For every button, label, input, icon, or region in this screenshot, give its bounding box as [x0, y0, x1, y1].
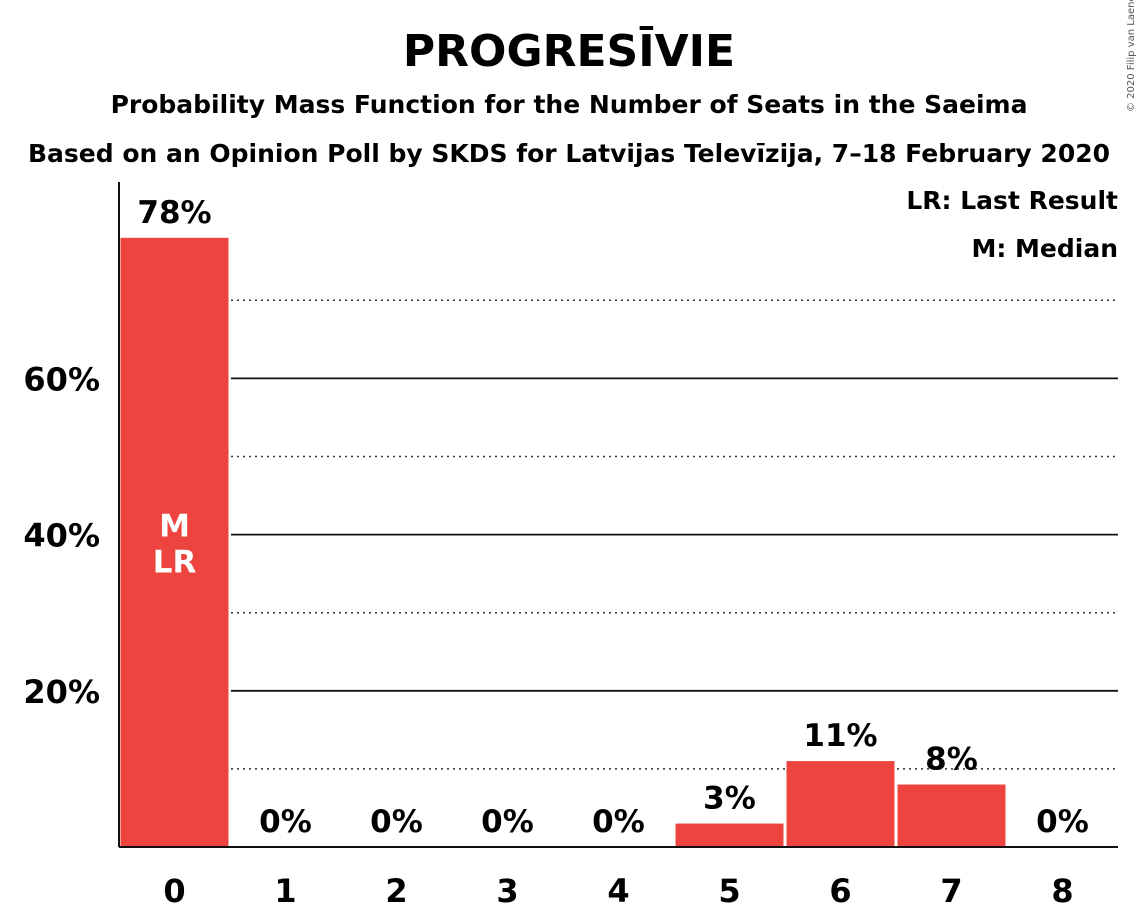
- x-tick-label: 5: [718, 872, 740, 910]
- bars: 78% MLR 0% 0% 0% 0% 3% 11% 8% 0%: [120, 195, 1089, 847]
- chart-title: PROGRESĪVIE: [403, 25, 735, 77]
- median-marker: M: [159, 508, 190, 544]
- x-tick-label: 8: [1051, 872, 1073, 910]
- bar-value-label: 0%: [259, 804, 312, 840]
- last-result-marker: LR: [153, 544, 197, 580]
- x-tick-label: 4: [607, 872, 629, 910]
- x-tick-label: 2: [385, 872, 407, 910]
- x-tick-label: 7: [940, 872, 962, 910]
- chart-subtitle-2: Based on an Opinion Poll by SKDS for Lat…: [28, 139, 1110, 168]
- chart-subtitle-1: Probability Mass Function for the Number…: [111, 90, 1028, 119]
- bar-7: [897, 784, 1006, 847]
- y-tick-label: 40%: [23, 517, 100, 555]
- bar-value-label: 0%: [481, 804, 534, 840]
- gridlines: [231, 299, 1118, 770]
- bar-value-label: 3%: [703, 781, 756, 817]
- legend-last-result: LR: Last Result: [906, 186, 1118, 215]
- axes: 20% 40% 60% 0 1 2 3 4 5 6 7 8: [23, 182, 1118, 910]
- bar-value-label: 0%: [1036, 804, 1089, 840]
- bar-value-label: 11%: [803, 718, 877, 754]
- bar-5: [675, 823, 784, 847]
- legend-median: M: Median: [971, 234, 1118, 263]
- bar-value-label: 0%: [370, 804, 423, 840]
- bar-6: [786, 761, 895, 847]
- bar-value-label: 8%: [925, 742, 978, 778]
- y-tick-label: 20%: [23, 673, 100, 711]
- bar-value-label: 78%: [137, 195, 211, 231]
- x-tick-label: 0: [163, 872, 185, 910]
- bar-value-label: 0%: [592, 804, 645, 840]
- x-tick-label: 6: [829, 872, 851, 910]
- x-tick-label: 3: [496, 872, 518, 910]
- bar-0: [120, 237, 229, 847]
- x-tick-label: 1: [274, 872, 296, 910]
- y-tick-label: 60%: [23, 360, 100, 398]
- copyright-notice: © 2020 Filip van Laenen: [1126, 0, 1137, 112]
